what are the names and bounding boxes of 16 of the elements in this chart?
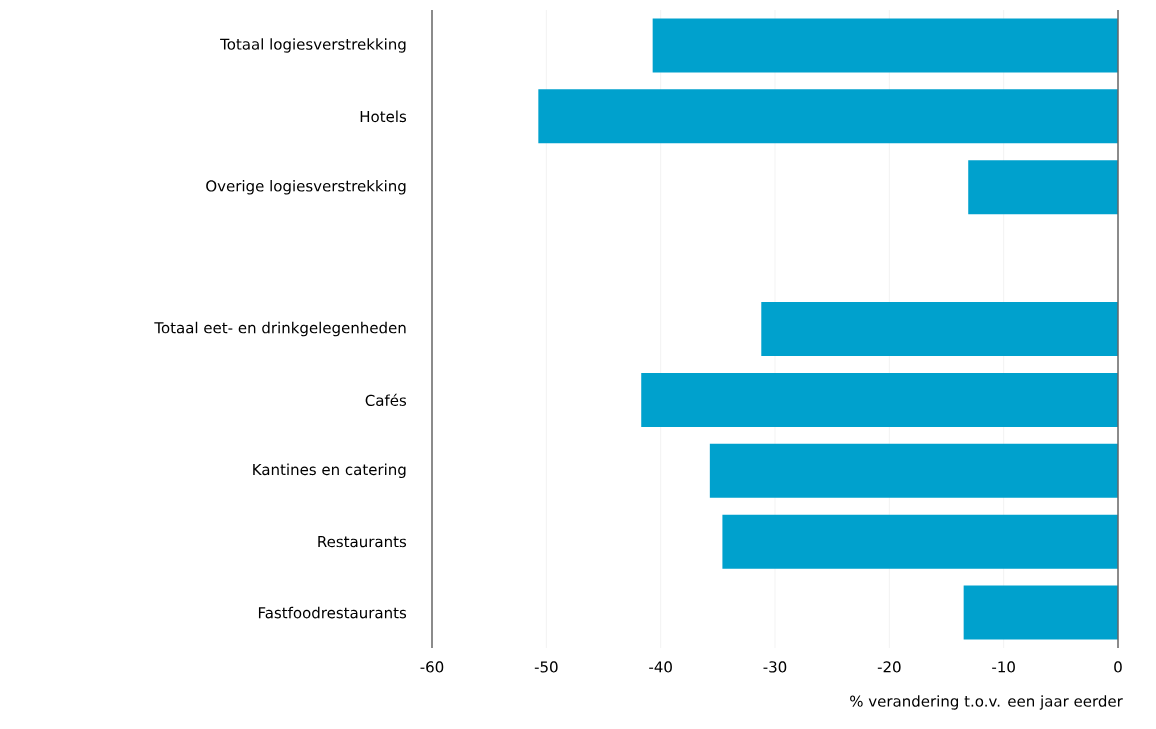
y-tick-label: Fastfoodrestaurants <box>258 606 407 619</box>
y-tick-label: Cafés <box>365 393 407 407</box>
y-tick-label: Overige logiesverstrekking <box>206 179 406 195</box>
x-axis-title: % verandering t.o.v. een jaar eerder <box>850 695 1123 710</box>
y-tick-label: Restaurants <box>318 536 407 548</box>
y-tick-label: Totaal logiesverstrekking <box>220 38 406 53</box>
x-tick-label: -30 <box>763 661 787 673</box>
x-tick-label: -40 <box>649 661 672 673</box>
x-tick-label: -20 <box>877 661 901 673</box>
x-tick-label: -60 <box>420 661 444 673</box>
y-tick-label: Kantines en catering <box>253 463 406 479</box>
y-tick-label: Totaal eet- en drinkgelegenheden <box>154 321 406 337</box>
x-tick-label: 0 <box>1114 661 1122 673</box>
y-tick-label: Hotels <box>360 110 407 123</box>
x-tick-label: -50 <box>534 661 558 673</box>
x-tick-label: -10 <box>992 661 1015 673</box>
